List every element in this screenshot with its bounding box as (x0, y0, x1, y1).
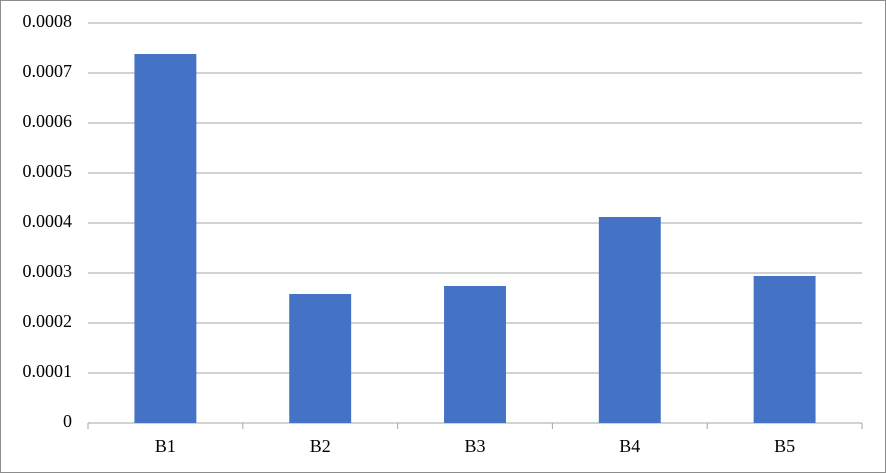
y-tick-label: 0.0006 (23, 111, 73, 131)
y-tick-label: 0.0004 (23, 211, 73, 231)
y-tick-label: 0.0008 (23, 11, 73, 31)
y-tick-label: 0.0003 (23, 261, 73, 281)
x-tick-label: B5 (774, 436, 795, 456)
x-tick-label: B2 (310, 436, 331, 456)
bar (753, 276, 816, 423)
bar (444, 286, 506, 423)
y-tick-label: 0.0002 (23, 311, 73, 331)
x-tick-label: B1 (155, 436, 176, 456)
x-tick-label: B4 (619, 436, 640, 456)
bar (289, 294, 352, 423)
y-tick-label: 0.0001 (23, 361, 73, 381)
y-tick-label: 0 (63, 411, 72, 431)
y-tick-label: 0.0007 (23, 61, 73, 81)
bar (598, 217, 661, 423)
x-tick-label: B3 (464, 436, 485, 456)
y-tick-label: 0.0005 (23, 161, 73, 181)
bar (134, 54, 197, 423)
